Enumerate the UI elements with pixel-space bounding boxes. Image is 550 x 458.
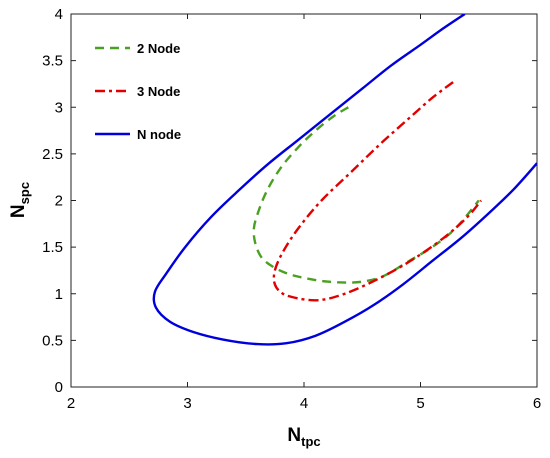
y-tick-label: 0 bbox=[55, 379, 63, 396]
plot-area bbox=[70, 13, 538, 388]
x-tick-label: 6 bbox=[533, 395, 541, 412]
x-tick-label: 2 bbox=[67, 395, 75, 412]
y-tick-label: 2.5 bbox=[42, 146, 63, 163]
x-tick-label: 3 bbox=[183, 395, 191, 412]
y-tick-label: 2 bbox=[55, 193, 63, 210]
x-tick-label: 4 bbox=[300, 395, 308, 412]
x-tick-label: 5 bbox=[416, 395, 424, 412]
x-axis-label: Ntpc bbox=[287, 425, 320, 449]
x-axis-label-main: N bbox=[287, 425, 301, 446]
series-line-n-node bbox=[152, 14, 537, 346]
x-axis-label-sub: tpc bbox=[301, 434, 321, 449]
legend-label-2-node: 2 Node bbox=[137, 41, 180, 56]
series-layer bbox=[152, 14, 537, 346]
legend-label-n-node: N node bbox=[137, 127, 181, 142]
y-tick-label: 1 bbox=[55, 286, 63, 303]
y-tick-label: 1.5 bbox=[42, 239, 63, 256]
legend: 2 Node 3 Node N node bbox=[95, 41, 181, 142]
series-line-3-node bbox=[272, 81, 483, 302]
y-axis-label-sub: spc bbox=[17, 182, 32, 204]
ticks: 2 3 4 5 6 0 0.5 1 1.5 2 2.5 3 3.5 4 bbox=[42, 6, 541, 412]
legend-label-3-node: 3 Node bbox=[137, 84, 180, 99]
y-tick-label: 0.5 bbox=[42, 332, 63, 349]
y-axis-label: Nspc bbox=[8, 182, 32, 218]
y-tick-label: 4 bbox=[55, 6, 63, 23]
y-axis-label-main: N bbox=[8, 204, 29, 218]
y-tick-label: 3 bbox=[55, 99, 63, 116]
y-tick-label: 3.5 bbox=[42, 53, 63, 70]
